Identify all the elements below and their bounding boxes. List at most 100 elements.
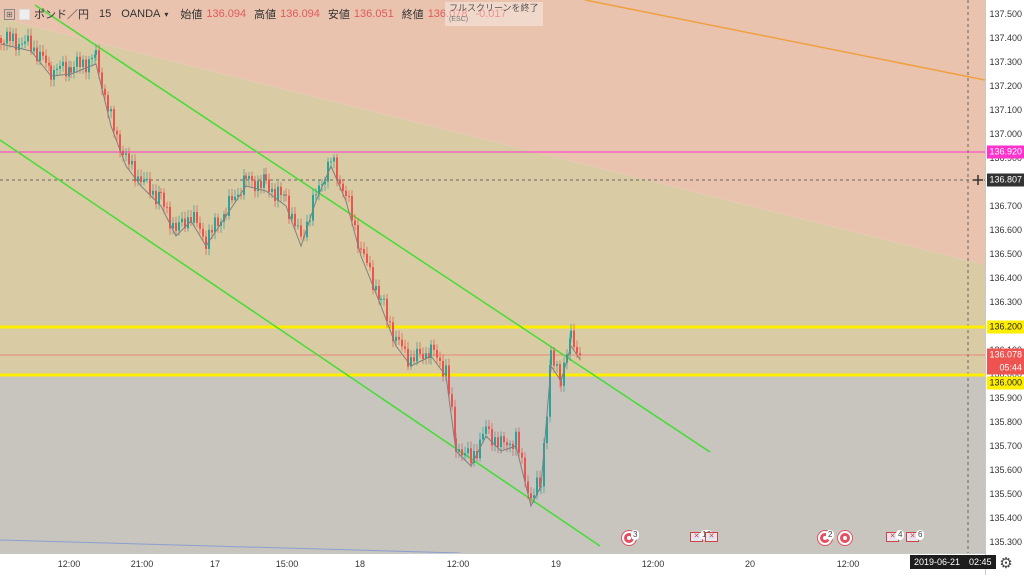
candle-body [556,364,558,366]
candle-body [503,436,505,443]
event-count-badge: 3 [631,530,640,540]
candle-body [339,179,341,184]
chart-svg[interactable] [0,0,985,553]
exchange[interactable]: OANDA [121,8,161,20]
candle-body [12,33,14,42]
price-tick: 137.200 [989,81,1022,91]
candle-body [3,43,5,44]
candle-body [205,236,207,250]
candle-body [193,211,195,223]
candle-body [491,429,493,446]
candle-body [419,348,421,354]
candle-body [122,150,124,155]
price-tick: 137.400 [989,33,1022,43]
candle-body [509,443,511,446]
time-axis[interactable]: 12:00 21:00 17 15:00 18 12:00 19 12:00 2… [0,553,985,576]
candle-body [407,348,409,367]
candle-body [271,188,273,193]
candle-body [95,50,97,55]
event-count-badge: 6 [916,530,925,540]
candle-body [237,194,239,197]
candle-body [436,349,438,358]
gann-zone-mid [0,18,985,375]
candle-body [82,59,84,68]
gear-icon[interactable]: ⚙ [999,555,1013,572]
symbol-name[interactable]: ポンド／円 [34,9,89,21]
candle-body [458,449,460,452]
candle-body [116,130,118,135]
candle-body [366,253,368,263]
candle-body [300,225,302,237]
candle-body [560,380,562,386]
candle-body [27,35,29,42]
candle-body [257,180,259,192]
candle-body [309,220,311,222]
high-value: 136.094 [280,8,320,20]
candle-body [134,160,136,182]
candle-body [254,180,256,192]
candle-body [175,222,177,231]
candle-body [579,353,581,356]
chevron-down-icon[interactable]: ▾ [164,9,169,19]
candle-body [536,477,538,496]
close-label: 終値 [401,9,424,21]
channel-upper-line [34,4,711,453]
change-value: -0.017 [475,8,507,20]
candle-body [9,31,11,42]
candle-body [277,186,279,202]
exit-fullscreen-tooltip[interactable]: フルスクリーンを終了 (ESC) [445,2,543,26]
time-tick: 21:00 [130,559,154,569]
candle-body [533,495,535,499]
interval[interactable]: 15 [99,8,112,20]
candle-body [485,426,487,434]
candle-body [146,178,148,180]
candle-body [50,65,52,80]
price-axis[interactable]: 137.500 137.400 137.300 137.200 137.100 137.0… [985,0,1024,575]
collapse-icon[interactable]: ⊞ [4,8,15,20]
price-tick: 136.400 [989,273,1022,283]
candle-body [392,322,394,342]
candle-body [214,217,216,233]
candle-body [107,95,109,112]
candle-body [24,41,26,44]
candle-body [240,194,242,196]
time-tick: 20 [744,559,756,569]
candle-body [497,437,499,448]
candle-body [42,51,44,56]
candle-body [208,229,210,250]
candle-body [553,350,555,366]
candle-body [336,157,338,180]
event-circle-icon[interactable] [838,531,852,545]
chart-canvas[interactable]: ⊞ ポンド／円 15 OANDA ▾ 始値 136.094 高値 136.094 安… [0,0,985,553]
candle-body [416,348,418,362]
candle-body [430,344,432,359]
candle-body [357,225,359,249]
candle-body [30,35,32,52]
event-flag-icon[interactable]: ✕ [705,532,718,542]
price-tick: 135.700 [989,441,1022,451]
candle-body [62,61,64,66]
candle-body [482,433,484,440]
candle-body [104,88,106,96]
candle-body [312,194,314,221]
candle-body [573,330,575,348]
candle-body [383,298,385,300]
candle-body [268,179,270,193]
candle-body [260,180,262,188]
candle-body [274,188,276,202]
candle-body [454,406,456,439]
time-tick: 18 [354,559,366,569]
candle-body [543,443,545,487]
candle-body [410,357,412,367]
candles-layer [0,27,581,504]
countdown-label: 05:44 [987,361,1024,375]
candle-body [158,191,160,205]
low-value: 136.051 [353,8,394,20]
candle-body [184,218,186,229]
candle-body [263,174,265,188]
price-tick: 137.500 [989,9,1022,19]
candle-body [85,59,87,73]
candle-body [294,213,296,226]
candle-body [39,51,41,62]
candle-body [324,181,326,185]
